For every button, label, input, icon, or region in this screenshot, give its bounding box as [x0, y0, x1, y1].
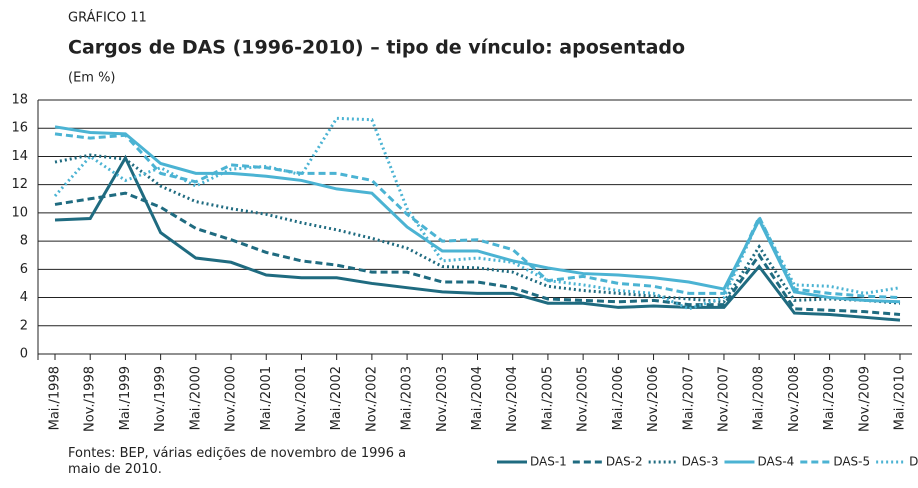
- y-tick-label: 2: [20, 318, 28, 333]
- x-tick-label: Nov./2004: [505, 366, 520, 432]
- x-tick-label: Mai./2003: [400, 366, 415, 430]
- x-tick-label: Mai./2009: [822, 366, 837, 430]
- x-tick-label: Nov./2009: [857, 366, 872, 432]
- x-tick-label: Nov./2007: [716, 366, 731, 432]
- y-tick-label: 4: [20, 290, 28, 305]
- series-line: [53, 116, 901, 311]
- series-line: [54, 132, 901, 300]
- legend-label: DAS-6: [909, 455, 918, 469]
- y-tick-label: 18: [11, 93, 28, 108]
- x-tick-label: Mai./2005: [540, 366, 555, 430]
- y-tick-label: 12: [11, 177, 28, 192]
- y-tick-label: 0: [20, 347, 28, 362]
- x-tick-label: Nov./2006: [646, 366, 661, 432]
- x-tick-label: Mai./2007: [681, 366, 696, 430]
- y-tick-label: 14: [11, 149, 28, 164]
- chart-title: Cargos de DAS (1996-2010) – tipo de vínc…: [68, 37, 685, 59]
- x-tick-label: Nov./1999: [153, 366, 168, 432]
- source-note: Fontes: BEP, várias edições de novembro …: [68, 446, 407, 477]
- legend-label: DAS-4: [757, 455, 794, 469]
- x-tick-label: Mai./2006: [611, 366, 626, 430]
- x-tick-label: Nov./1998: [83, 366, 98, 432]
- legend-label: DAS-5: [833, 455, 870, 469]
- x-tick-label: Mai./2008: [752, 366, 767, 430]
- legend-label: DAS-2: [606, 455, 643, 469]
- series-line: [54, 153, 901, 305]
- x-tick-label: Mai./2010: [893, 366, 908, 430]
- chart-kicker: GRÁFICO 11: [68, 10, 147, 26]
- y-tick-label: 16: [11, 121, 28, 136]
- y-tick-label: 10: [11, 205, 28, 220]
- x-tick-label: Mai./1999: [118, 366, 133, 430]
- x-tick-label: Mai./2004: [470, 366, 485, 430]
- x-tick-label: Nov./2003: [435, 366, 450, 432]
- x-tick-label: Mai./2001: [259, 366, 274, 430]
- series-line: [54, 154, 901, 322]
- x-tick-label: Mai./1998: [48, 366, 63, 430]
- x-tick-label: Nov./2001: [294, 366, 309, 432]
- x-tick-label: Nov./2000: [224, 366, 239, 432]
- x-tick-label: Mai./2002: [329, 366, 344, 430]
- x-tick-label: Nov./2005: [576, 366, 591, 432]
- legend-label: DAS-3: [682, 455, 719, 469]
- x-tick-label: Mai./2000: [188, 366, 203, 430]
- x-tick-label: Nov./2008: [787, 366, 802, 432]
- y-tick-label: 6: [20, 262, 28, 277]
- y-tick-label: 8: [20, 234, 28, 249]
- x-tick-label: Nov./2002: [364, 366, 379, 432]
- series-line: [54, 191, 901, 316]
- legend-label: DAS-1: [530, 455, 567, 469]
- chart-subtitle: (Em %): [68, 71, 116, 86]
